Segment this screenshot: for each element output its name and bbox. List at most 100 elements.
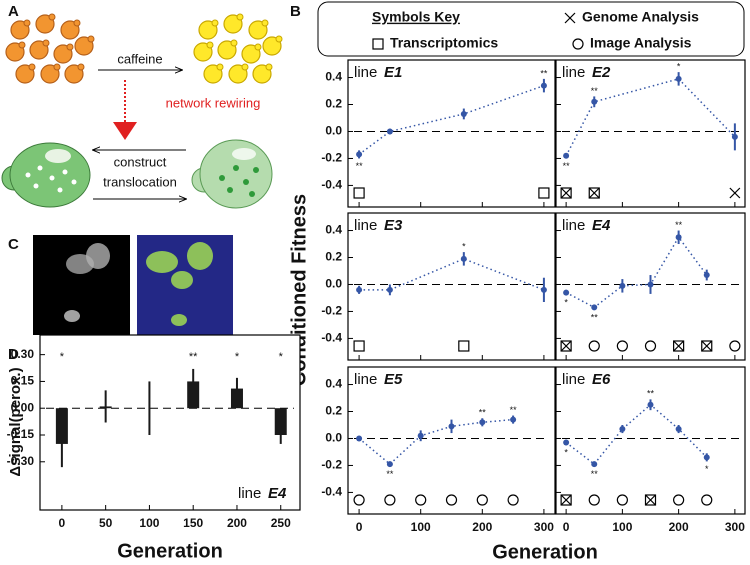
panel-name: E5 (384, 371, 403, 388)
symbol-cross (729, 187, 741, 199)
symbol-part (644, 494, 657, 506)
y-tick-label: -0.30 (7, 454, 35, 468)
symbol-circle (384, 494, 396, 506)
y-tick-label: 0.0 (325, 124, 342, 138)
panel-label: C (8, 236, 19, 253)
symbol-circle (616, 340, 628, 352)
y-tick-label: 0.4 (325, 70, 342, 84)
significance: * (564, 448, 568, 458)
symbol-boxcross (701, 340, 713, 352)
plot-frame (555, 366, 746, 515)
significance: ** (563, 161, 571, 171)
symbol-boxcross (673, 340, 685, 352)
x-axis-label: Generation (117, 540, 223, 562)
symbol-part (644, 340, 657, 352)
plot-frame (347, 366, 556, 515)
point (460, 255, 467, 262)
plot-frame (39, 334, 301, 511)
significance: * (235, 351, 240, 363)
point (460, 110, 467, 117)
symbol-part (588, 494, 600, 506)
y-tick-label: 0.30 (11, 347, 35, 361)
panel-label: B (290, 3, 301, 20)
symbol-cross (564, 12, 576, 24)
symbol-part (701, 494, 713, 506)
panel-title: line (354, 64, 377, 81)
panel-name: E1 (384, 64, 402, 81)
point (675, 234, 682, 241)
symbol-circle (476, 494, 488, 506)
panel-name: E6 (592, 371, 611, 388)
symbol-circle (572, 38, 584, 50)
symbol-part (701, 340, 713, 352)
point (591, 98, 598, 105)
x-tick-label: 0 (356, 520, 363, 534)
trend-line (565, 235, 708, 309)
x-tick-label: 250 (271, 516, 291, 530)
trend-line (565, 78, 736, 157)
symbol-circle (415, 494, 427, 506)
symbol-part (560, 187, 572, 199)
y-tick-label: 0.4 (325, 377, 342, 391)
point (386, 286, 393, 293)
key-label: Transcriptomics (390, 35, 498, 51)
symbol-part (588, 187, 600, 199)
panel-name: E3 (384, 217, 403, 234)
treatment: caffeine (117, 51, 162, 66)
symbol-part (564, 12, 576, 24)
panel-title: line (562, 64, 585, 81)
point (540, 82, 547, 89)
key-box (317, 1, 745, 57)
y-tick-label: 0.00 (11, 400, 35, 414)
point (386, 461, 393, 468)
x-tick-label: 0 (563, 520, 570, 534)
symbol-boxcross (560, 340, 572, 352)
symbol-square (353, 187, 365, 199)
symbol-part (560, 494, 572, 506)
symbol-part (673, 340, 685, 352)
point (356, 151, 363, 158)
trend-line (358, 84, 545, 156)
micrograph (33, 235, 130, 335)
point (647, 401, 654, 408)
point (619, 426, 626, 433)
symbol-part (729, 340, 741, 352)
plot-frame (347, 59, 556, 208)
significance: * (564, 298, 568, 308)
significance: ** (386, 469, 394, 479)
plot-frame (555, 212, 746, 361)
significance: ** (591, 469, 599, 479)
symbol-square (538, 187, 550, 199)
y-tick-label: -0.2 (321, 151, 342, 165)
x-axis-label: Generation (492, 541, 598, 563)
key-title: Symbols Key (372, 9, 460, 25)
symbol-circle (673, 494, 685, 506)
y-tick-label: 0.0 (325, 431, 342, 445)
significance: * (462, 241, 466, 251)
x-tick-label: 300 (534, 520, 554, 534)
symbol-circle (445, 494, 458, 506)
line-label: line (238, 485, 261, 502)
significance: ** (675, 220, 683, 230)
x-tick-label: 300 (725, 520, 745, 534)
symbol-circle (507, 494, 519, 506)
x-tick-label: 150 (183, 516, 203, 530)
point (356, 286, 363, 293)
symbol-part (673, 340, 685, 352)
symbol-part (729, 187, 741, 199)
panel-name: E2 (592, 64, 611, 81)
green-cell-left (1, 142, 91, 208)
symbol-part (353, 187, 365, 199)
y-tick-label: -0.4 (321, 485, 342, 499)
symbol-boxcross (560, 187, 572, 199)
significance: * (677, 62, 681, 72)
x-tick-label: 100 (411, 520, 431, 534)
panel-title: line (562, 217, 585, 234)
y-tick-label: 0.2 (325, 97, 342, 111)
panel-title: line (354, 217, 377, 234)
significance: ** (510, 405, 518, 415)
x-tick-label: 200 (227, 516, 247, 530)
orange-cells (5, 13, 95, 84)
bar (187, 381, 200, 409)
